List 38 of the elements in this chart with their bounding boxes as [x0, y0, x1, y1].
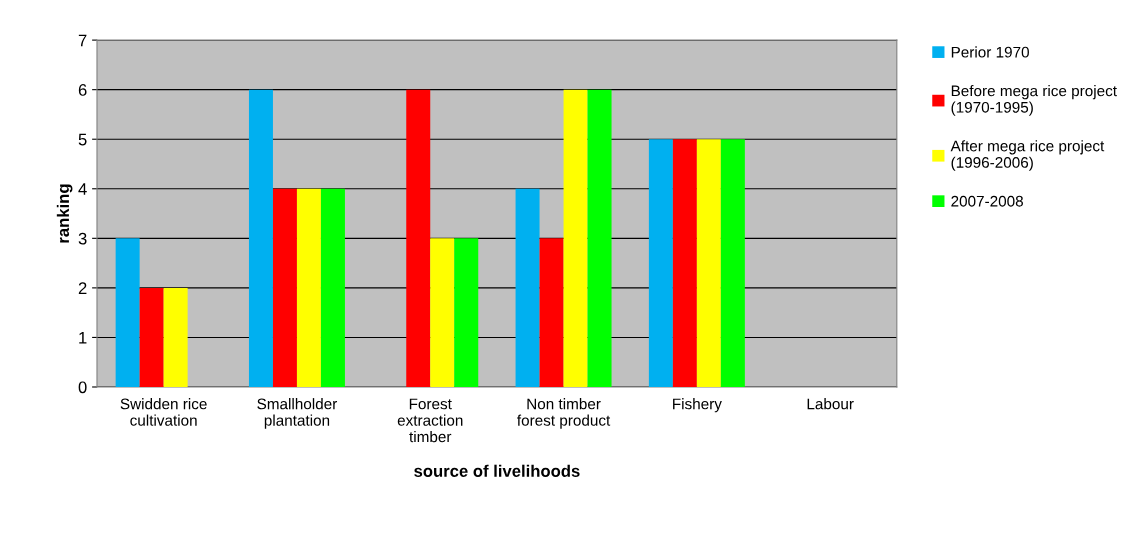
y-tick-label: 2: [78, 282, 87, 294]
legend-label: After mega rice project (1996-2006): [950, 140, 1105, 171]
y-tick-label: 5: [78, 133, 87, 146]
legend-label: Before mega rice project (1970-1995): [951, 85, 1117, 116]
bar: [672, 139, 697, 387]
x-tick-label: Non timber forest product: [517, 398, 611, 429]
x-axis-title: source of livelihoods: [414, 464, 580, 477]
legend-label: Perior 1970: [951, 46, 1029, 58]
y-tick-label: 6: [78, 84, 87, 96]
x-tick-label: Smallholder plantation: [257, 398, 338, 429]
bar: [539, 238, 564, 387]
bar: [454, 238, 479, 387]
bar: [430, 238, 455, 387]
y-tick-label: 4: [78, 183, 87, 195]
bar: [720, 139, 745, 387]
bar: [515, 188, 540, 387]
y-tick-label: 0: [78, 381, 87, 394]
bar: [139, 287, 164, 387]
bar: [648, 139, 673, 387]
x-tick-label: Swidden rice cultivation: [120, 398, 207, 426]
x-tick-label: Fishery: [673, 398, 722, 413]
y-axis-title: ranking: [56, 184, 73, 243]
bar: [248, 89, 273, 387]
y-tick-label: 1: [79, 332, 87, 344]
bar: [563, 89, 588, 387]
bar: [115, 238, 140, 387]
bar: [406, 89, 431, 387]
x-tick-label: Forest extraction timber: [397, 398, 463, 443]
legend-label: 2007-2008: [951, 195, 1023, 207]
bar: [587, 89, 612, 387]
bar: [296, 188, 321, 387]
bar: [696, 139, 721, 387]
x-tick-label: Labour: [807, 398, 854, 410]
y-tick-label: 7: [78, 34, 87, 47]
bar: [272, 188, 297, 387]
bar: [163, 287, 188, 387]
y-tick-label: 3: [78, 232, 87, 245]
bar: [320, 188, 345, 387]
